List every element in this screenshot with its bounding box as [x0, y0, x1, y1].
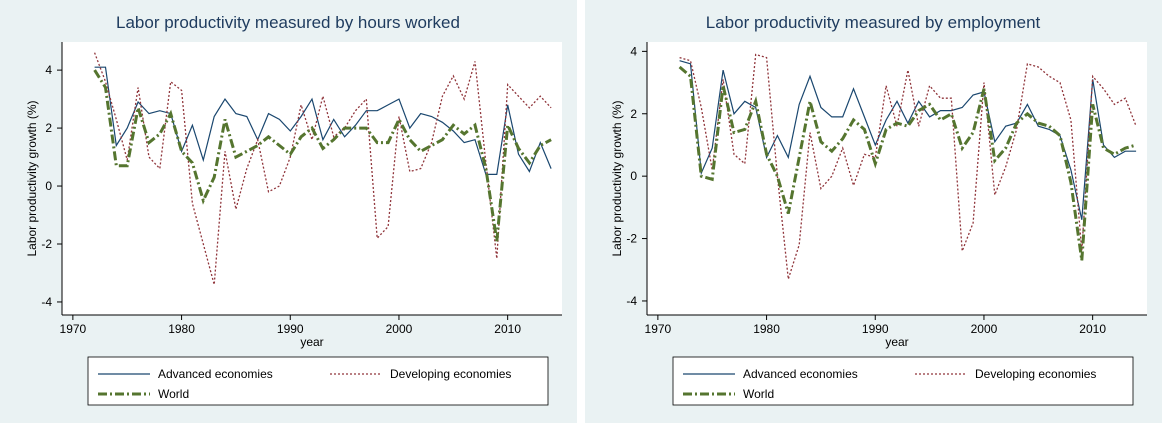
plot-area	[647, 42, 1147, 315]
chart-panel: Labor productivity measured by hours wor…	[0, 0, 577, 423]
y-axis-label: Labor productivity growth (%)	[25, 100, 39, 256]
chart-title: Labor productivity measured by hours wor…	[116, 13, 460, 32]
x-tick-label: 1970	[60, 322, 87, 336]
y-tick-label: -4	[41, 295, 52, 309]
x-tick-label: 1980	[168, 322, 195, 336]
y-tick-label: 4	[630, 44, 637, 58]
y-tick-label: -2	[41, 237, 52, 251]
series-line	[679, 53, 1137, 280]
series-line	[93, 52, 552, 285]
x-tick-label: 2000	[386, 322, 413, 336]
legend-box	[672, 356, 1134, 406]
x-tick-label: 1990	[862, 322, 889, 336]
legend-box	[87, 356, 549, 406]
legend-label: World	[158, 387, 189, 401]
legend-label: Developing economies	[390, 367, 511, 381]
x-tick-label: 2010	[494, 322, 521, 336]
legend-label: World	[743, 387, 774, 401]
legend-label: Advanced economies	[743, 367, 858, 381]
series-line	[679, 60, 1137, 220]
y-tick-label: -2	[626, 232, 637, 246]
legend-label: Advanced economies	[158, 367, 273, 381]
chart-panel: Labor productivity measured by employmen…	[585, 0, 1162, 423]
plot-area	[62, 42, 562, 315]
x-tick-label: 2000	[971, 322, 998, 336]
x-axis-label: year	[885, 335, 908, 349]
x-tick-label: 1970	[645, 322, 672, 336]
y-tick-label: 2	[630, 107, 637, 121]
y-tick-label: 0	[45, 179, 52, 193]
x-tick-label: 2010	[1079, 322, 1106, 336]
series-line	[678, 65, 1137, 261]
y-tick-label: -4	[626, 294, 637, 308]
series-line	[93, 69, 552, 242]
y-axis-label: Labor productivity growth (%)	[610, 100, 624, 256]
x-tick-label: 1990	[277, 322, 304, 336]
y-tick-label: 0	[630, 169, 637, 183]
chart-title: Labor productivity measured by employmen…	[706, 13, 1041, 32]
y-tick-label: 2	[45, 121, 52, 135]
x-axis-label: year	[300, 335, 323, 349]
y-tick-label: 4	[45, 63, 52, 77]
x-tick-label: 1980	[753, 322, 780, 336]
legend-label: Developing economies	[975, 367, 1096, 381]
